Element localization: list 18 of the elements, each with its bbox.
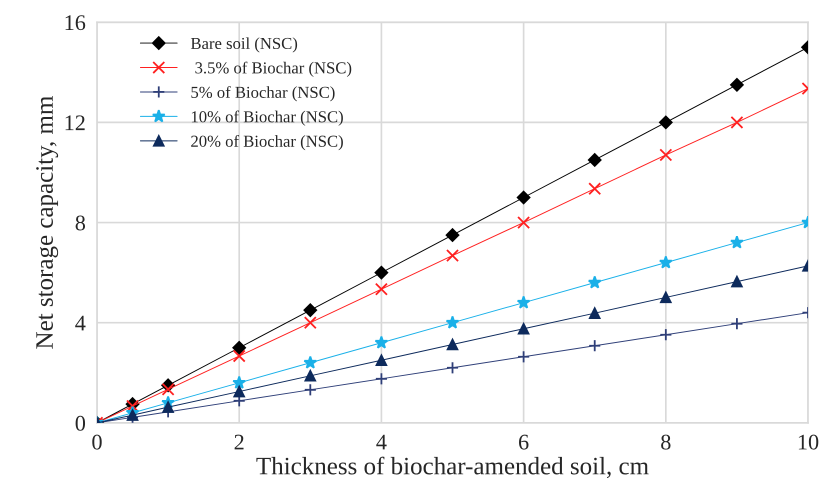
x-tick-label: 8 (661, 434, 671, 450)
legend-label: 3.5% of Biochar (NSC) (195, 62, 352, 77)
y-axis-title: Net storage capacity, mm (36, 96, 58, 349)
x-tick-label: 10 (798, 434, 818, 450)
legend-label: 5% of Biochar (NSC) (191, 86, 335, 102)
y-tick-label: 16 (66, 15, 86, 30)
legend-label: 20% of Biochar (NSC) (191, 134, 343, 150)
legend-label: 10% of Biochar (NSC) (192, 110, 343, 126)
x-tick-label: 2 (234, 434, 244, 450)
y-tick-label: 4 (75, 316, 86, 330)
x-tick-label: 6 (519, 434, 529, 450)
x-axis-title: Thickness of biochar-amended soil, cm (256, 456, 649, 478)
y-tick-label: 12 (66, 115, 85, 130)
x-tick-label: 0 (92, 434, 102, 450)
y-tick-label: 8 (76, 215, 86, 230)
legend-label: Bare soil (NSC) (190, 37, 298, 52)
x-tick-label: 4 (376, 434, 387, 450)
y-tick-label: 0 (76, 416, 86, 431)
